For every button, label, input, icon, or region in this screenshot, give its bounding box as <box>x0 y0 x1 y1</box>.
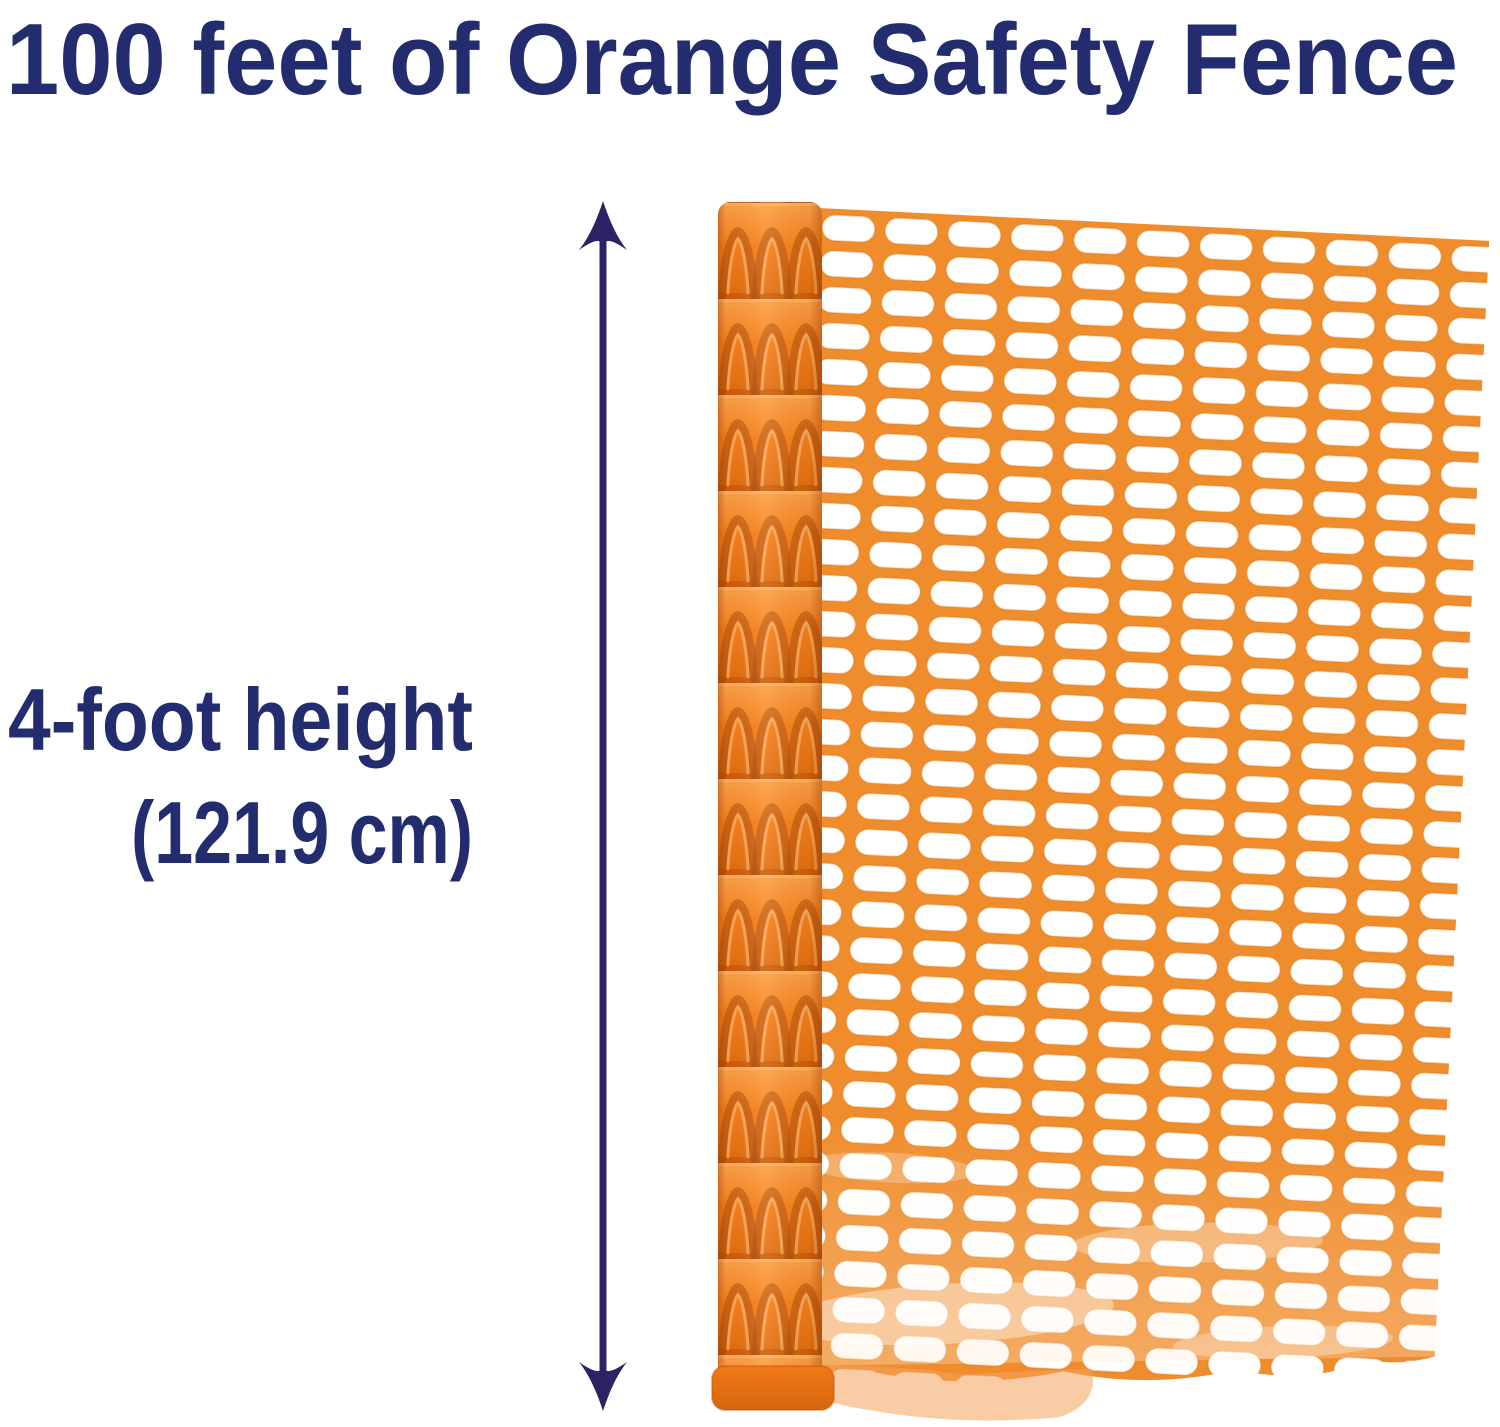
roll-bottom-cuff <box>711 1365 835 1411</box>
page-title: 100 feet of Orange Safety Fence <box>6 4 1458 116</box>
roll-shading <box>718 202 822 1402</box>
arrow-up-head <box>579 201 627 250</box>
mesh-sheen <box>761 208 1490 1367</box>
height-label: 4-foot height (121.9 cm) <box>8 670 473 882</box>
height-label-line2: (121.9 cm) <box>131 783 473 882</box>
mesh-draped-flap <box>775 1365 1093 1421</box>
arrow-shaft <box>599 238 607 1374</box>
height-dimension-arrow <box>579 201 627 1411</box>
height-label-line1: 4-foot height <box>8 670 473 769</box>
fence-mesh-sheet <box>761 208 1490 1421</box>
arrow-down-head <box>579 1362 627 1411</box>
fence-roll <box>711 202 835 1411</box>
